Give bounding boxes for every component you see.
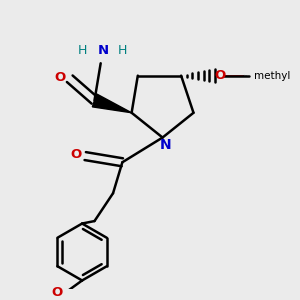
Text: N: N <box>98 44 109 57</box>
Text: methyl: methyl <box>243 75 248 76</box>
Text: N: N <box>160 138 172 152</box>
Text: O: O <box>55 71 66 84</box>
Text: O: O <box>52 286 63 299</box>
Text: methyl: methyl <box>254 70 290 81</box>
Polygon shape <box>92 94 132 113</box>
Text: O: O <box>214 69 225 82</box>
Text: O: O <box>70 148 82 161</box>
Text: H: H <box>77 44 87 57</box>
Text: H: H <box>118 44 127 57</box>
